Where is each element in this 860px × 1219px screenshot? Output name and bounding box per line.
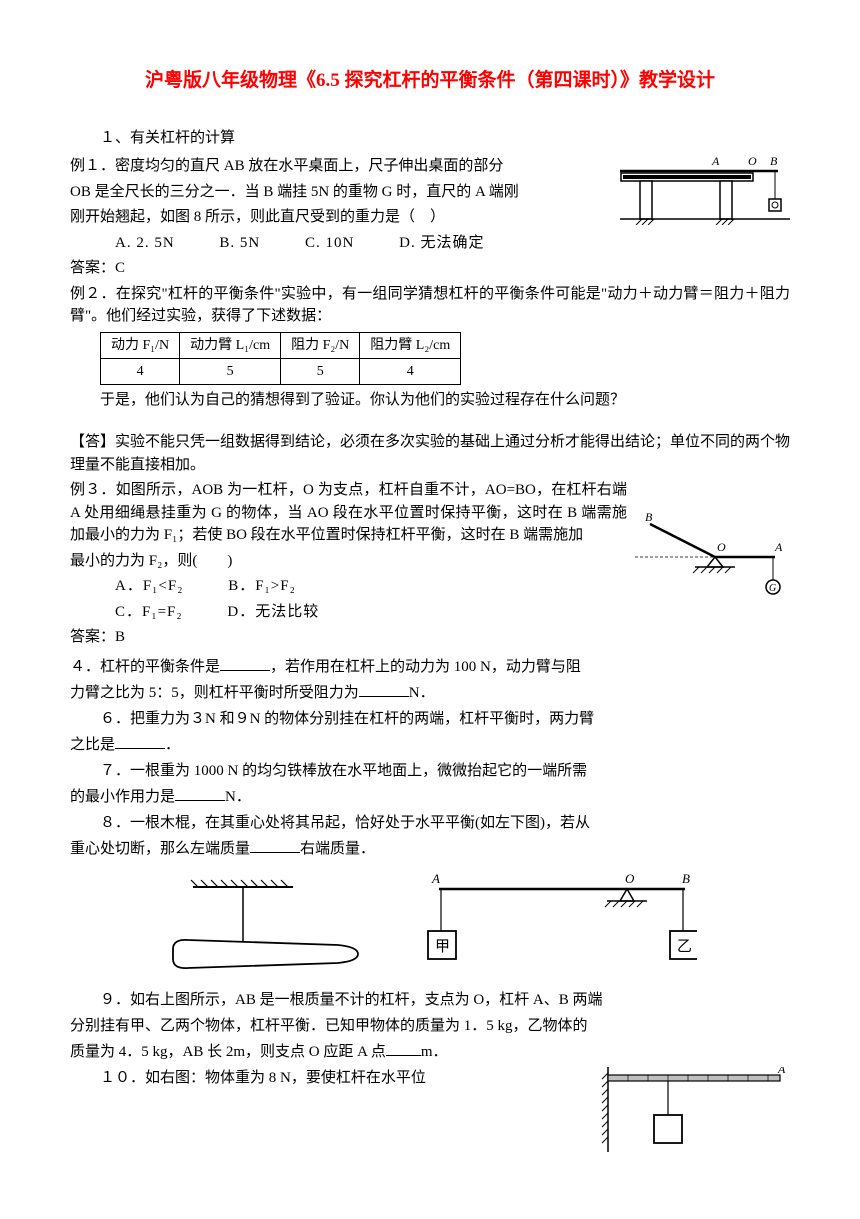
- ex3-opt-b: B．F₁>F₂: [228, 575, 296, 598]
- fig-ab-label-o: O: [625, 871, 635, 886]
- q7-part-b: 的最小作用力是: [70, 789, 175, 805]
- fig3-label-o: O: [717, 540, 726, 554]
- question-7: ７．一根重为 1000 N 的均匀铁棒放在水平地面上，微微抬起它的一端所需: [70, 760, 790, 783]
- table-header: 动力 F₁/N: [101, 332, 180, 358]
- q4-part-d: N．: [409, 685, 435, 701]
- question-8-cont: 重心处切断，那么左端质量 右端质量．: [70, 837, 790, 861]
- table-header-row: 动力 F₁/N 动力臂 L₁/cm 阻力 F₂/N 阻力臂 L₂/cm: [101, 332, 461, 358]
- data-table: 动力 F₁/N 动力臂 L₁/cm 阻力 F₂/N 阻力臂 L₂/cm 4 5 …: [100, 332, 461, 385]
- question-9-line3: 质量为 4．5 kg，AB 长 2m，则支点 O 应距 A 点 m．: [70, 1040, 790, 1064]
- question-4: ４．杠杆的平衡条件是 ，若作用在杠杆上的动力为 100 N，动力臂与阻: [70, 655, 790, 679]
- fig-question-10: A: [600, 1067, 790, 1160]
- fig-example-3: B O A G: [635, 509, 790, 607]
- table-row: 4 5 5 4: [101, 358, 461, 384]
- q9-part-d: m．: [421, 1044, 448, 1060]
- fig1-label-b: B: [770, 155, 778, 168]
- q4-part-b: ，若作用在杠杆上的动力为 100 N，动力臂与阻: [270, 659, 581, 675]
- blank-input[interactable]: [359, 681, 409, 697]
- ex1-opt-d: D. 无法确定: [399, 232, 484, 255]
- q8-part-c: 右端质量．: [300, 841, 375, 857]
- ex1-opt-a: A. 2. 5N: [115, 232, 175, 255]
- q6-part-b: 之比是: [70, 737, 115, 753]
- blank-input[interactable]: [250, 837, 300, 853]
- q4-part-a: ４．杠杆的平衡条件是: [70, 659, 220, 675]
- question-8: ８．一根木棍，在其重心处将其吊起，恰好处于水平平衡(如左下图)，若从: [70, 812, 790, 835]
- fig-ab-label-yi: 乙: [677, 939, 692, 955]
- q7-part-c: N．: [225, 789, 251, 805]
- blank-input[interactable]: [386, 1040, 421, 1056]
- table-cell: 5: [180, 358, 281, 384]
- question-7-cont: 的最小作用力是 N．: [70, 785, 790, 809]
- fig-ab-label-a: A: [431, 871, 440, 886]
- blank-input[interactable]: [220, 655, 270, 671]
- answer-b: 答案：B: [70, 626, 790, 649]
- question-6: ６．把重力为３N 和９N 的物体分别挂在杠杆的两端，杠杆平衡时，两力臂: [70, 708, 790, 731]
- fig1-label-a: A: [711, 155, 720, 168]
- ex2-intro: 例２．在探究"杠杆的平衡条件"实验中，有一组同学猜想杠杆的平衡条件可能是"动力＋…: [70, 283, 790, 328]
- ex2-answer: 【答】实验不能只凭一组数据得到结论，必须在多次实验的基础上通过分析才能得出结论；…: [70, 431, 790, 476]
- q4-part-c: 力臂之比为 5：5，则杠杆平衡时所受阻力为: [70, 685, 359, 701]
- q6-part-c: ．: [165, 737, 180, 753]
- table-header: 阻力臂 L₂/cm: [360, 332, 461, 358]
- doc-title: 沪粤版八年级物理《6.5 探究杠杆的平衡条件（第四课时）》教学设计: [70, 60, 790, 102]
- table-cell: 4: [101, 358, 180, 384]
- ex3-opt-d: D．无法比较: [227, 601, 319, 624]
- answer-c: 答案：C: [70, 257, 790, 280]
- diagram-row: A O B 甲 乙: [70, 869, 790, 982]
- ex1-options: A. 2. 5N B. 5N C. 10N D. 无法确定: [115, 232, 790, 255]
- fig-question-8: [163, 879, 363, 982]
- table-cell: 4: [360, 358, 461, 384]
- question-4-cont: 力臂之比为 5：5，则杠杆平衡时所受阻力为 N．: [70, 681, 790, 705]
- fig-question-9: A O B 甲 乙: [427, 869, 697, 982]
- fig10-label-a: A: [777, 1067, 786, 1076]
- fig3-label-a: A: [774, 540, 783, 554]
- ex2-question: 于是，他们认为自己的猜想得到了验证。你认为他们的实验过程存在什么问题？: [70, 389, 790, 412]
- fig1-label-o: O: [748, 155, 757, 168]
- fig3-label-g: G: [769, 583, 776, 594]
- table-header: 动力臂 L₁/cm: [180, 332, 281, 358]
- question-9-line1: ９．如右上图所示，AB 是一根质量不计的杠杆，支点为 O，杠杆 A、B 两端: [70, 989, 790, 1012]
- ex3-opt-a: A．F₁<F₂: [115, 575, 183, 598]
- fig3-label-b: B: [645, 510, 653, 524]
- ex3-opt-c: C．F₁=F₂: [115, 601, 183, 624]
- table-header: 阻力 F₂/N: [281, 332, 360, 358]
- ex1-opt-c: C. 10N: [305, 232, 354, 255]
- q8-part-b: 重心处切断，那么左端质量: [70, 841, 250, 857]
- fig-ab-label-b: B: [682, 871, 690, 886]
- fig-example-1: A O B: [620, 155, 790, 233]
- section-1-heading: １、有关杠杆的计算: [70, 127, 790, 150]
- blank-input[interactable]: [115, 733, 165, 749]
- table-cell: 5: [281, 358, 360, 384]
- question-6-cont: 之比是 ．: [70, 733, 790, 757]
- spacer: [70, 414, 790, 428]
- question-9-line2: 分别挂有甲、乙两个物体，杠杆平衡．已知甲物体的质量为 1．5 kg，乙物体的: [70, 1015, 790, 1038]
- fig-ab-label-jia: 甲: [435, 939, 450, 955]
- ex1-opt-b: B. 5N: [219, 232, 260, 255]
- q9-part-c: 质量为 4．5 kg，AB 长 2m，则支点 O 应距 A 点: [70, 1044, 386, 1060]
- blank-input[interactable]: [175, 785, 225, 801]
